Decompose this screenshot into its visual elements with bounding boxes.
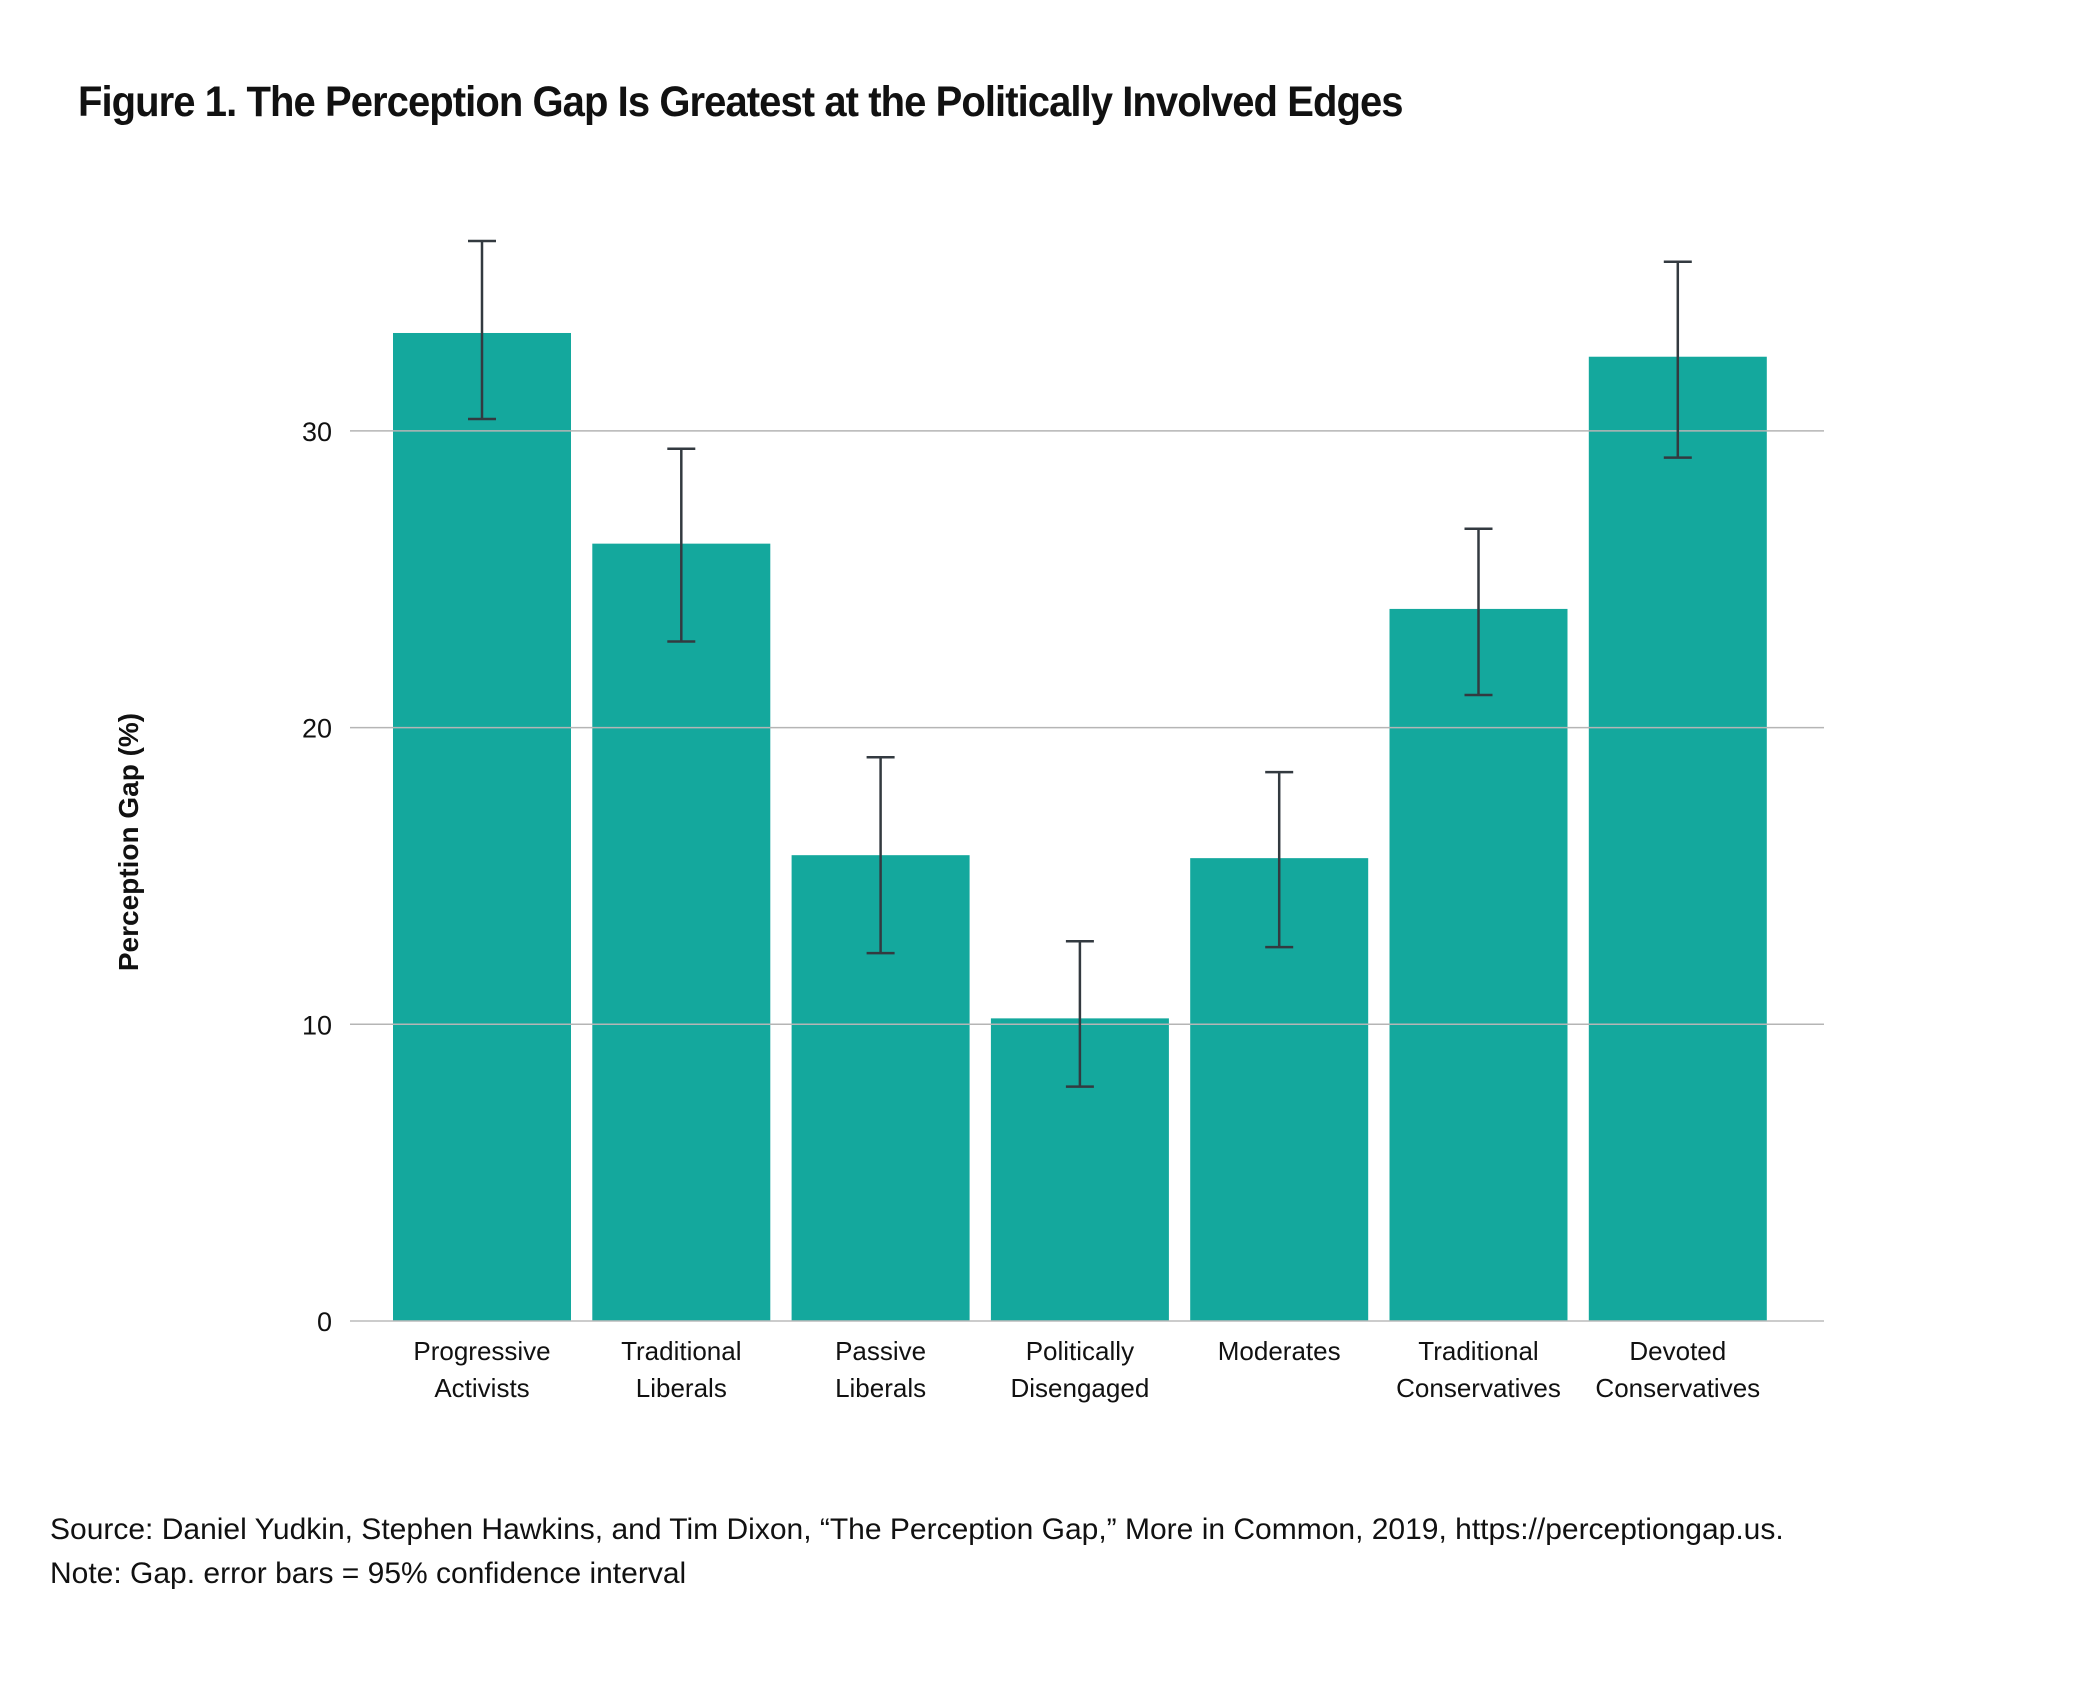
error-bar <box>1663 260 1692 459</box>
x-tick-label-line: Passive <box>835 1336 926 1366</box>
x-tick-label: Devoted Conservatives <box>1595 1336 1760 1403</box>
error-bar <box>667 447 696 643</box>
footnote: Note: Gap. error bars = 95% confidence i… <box>50 1557 687 1590</box>
x-tick-label: Traditional Conservatives <box>1396 1336 1561 1403</box>
x-tick-label: Politically Disengaged <box>1011 1336 1150 1403</box>
x-tick-label-line: Activists <box>434 1373 529 1403</box>
x-tick-label: Traditional Liberals <box>621 1336 741 1403</box>
x-tick-label-line: Traditional <box>621 1336 741 1366</box>
bar <box>1389 608 1568 1321</box>
y-axis-label: Perception Gap (%) <box>113 713 144 971</box>
x-tick-label-line: Devoted <box>1629 1336 1726 1366</box>
gridlines-layer <box>350 430 1824 1322</box>
error-bars-layer <box>468 239 1692 1088</box>
x-tick-label-line: Conservatives <box>1396 1373 1561 1403</box>
x-tick-label-line: Liberals <box>835 1373 926 1403</box>
bar <box>592 543 771 1321</box>
x-tick-label-line: Moderates <box>1218 1336 1341 1366</box>
y-tick-label: 10 <box>302 1010 332 1040</box>
x-tick-label: Passive Liberals <box>835 1336 926 1403</box>
x-tick-label-line: Disengaged <box>1011 1373 1150 1403</box>
y-tick-label: 30 <box>302 417 332 447</box>
chart-title: Figure 1. The Perception Gap Is Greatest… <box>78 78 1403 126</box>
bar <box>1588 356 1767 1322</box>
x-tick-label-line: Liberals <box>636 1373 727 1403</box>
error-bar <box>1464 527 1493 697</box>
x-tick-label: Moderates <box>1218 1336 1341 1366</box>
x-tick-label-line: Conservatives <box>1595 1373 1760 1403</box>
error-bar <box>1265 770 1294 949</box>
x-tick-label-line: Progressive <box>413 1336 550 1366</box>
y-tick-label: 0 <box>317 1307 332 1337</box>
error-bar <box>468 239 496 421</box>
bar <box>393 332 571 1321</box>
x-tick-label-line: Politically <box>1026 1336 1134 1366</box>
error-bar <box>1065 939 1094 1088</box>
y-axis-ticks: 0 10 20 30 <box>302 417 332 1337</box>
source-note: Source: Daniel Yudkin, Stephen Hawkins, … <box>50 1513 1784 1546</box>
error-bar <box>866 756 895 955</box>
bars-layer <box>393 332 1767 1322</box>
x-tick-label: Progressive Activists <box>413 1336 550 1403</box>
y-tick-label: 20 <box>302 714 332 744</box>
x-tick-label-line: Traditional <box>1418 1336 1538 1366</box>
